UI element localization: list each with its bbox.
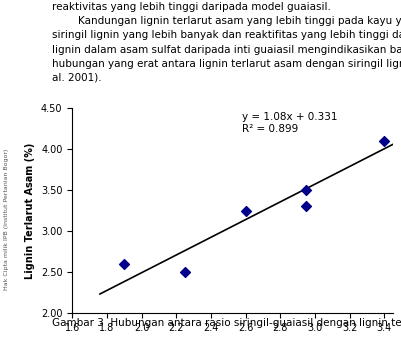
Text: Kandungan lignin terlarut asam yang lebih tinggi pada kayu yang memilih: Kandungan lignin terlarut asam yang lebi… [52,16,401,26]
Text: lignin dalam asam sulfat daripada inti guaiasil mengindikasikan bahwa ad: lignin dalam asam sulfat daripada inti g… [52,45,401,54]
Text: hubungan yang erat antara lignin terlarut asam dengan siringil lignin (Yasuda e: hubungan yang erat antara lignin terlaru… [52,59,401,69]
Point [303,187,310,193]
Point [242,208,249,213]
Text: y = 1.08x + 0.331
R² = 0.899: y = 1.08x + 0.331 R² = 0.899 [242,112,338,134]
Text: siringil lignin yang lebih banyak dan reaktifitas yang lebih tinggi dari inti si: siringil lignin yang lebih banyak dan re… [52,30,401,41]
Text: Gambar 3  Hubungan antara rasio siringil-guaiasil dengan lignin terlarut: Gambar 3 Hubungan antara rasio siringil-… [52,318,401,328]
Text: reaktivitas yang lebih tinggi daripada model guaiasil.: reaktivitas yang lebih tinggi daripada m… [52,2,331,12]
Y-axis label: Lignin Terlarut Asam (%): Lignin Terlarut Asam (%) [25,142,35,279]
Point [381,138,387,144]
Point [303,204,310,209]
Text: Hak Cipta milik IPB (Institut Pertanian Bogor): Hak Cipta milik IPB (Institut Pertanian … [4,149,9,290]
Text: al. 2001).: al. 2001). [52,73,102,83]
Point [121,261,128,266]
Point [182,269,188,275]
